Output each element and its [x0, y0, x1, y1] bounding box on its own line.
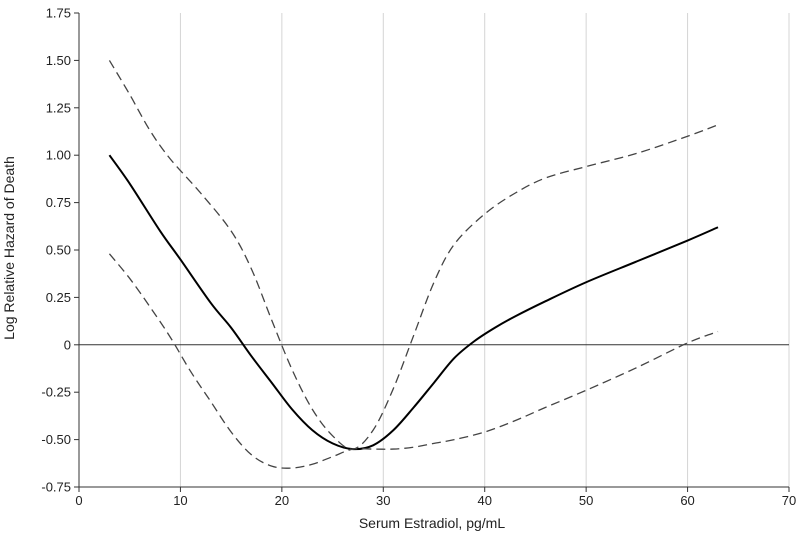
- x-axis-label: Serum Estradiol, pg/mL: [359, 515, 505, 531]
- x-tick-label: 30: [376, 493, 390, 508]
- y-tick-label: 1.00: [46, 148, 71, 163]
- y-tick-label: 1.25: [46, 100, 71, 115]
- vertical-gridlines: [179, 13, 790, 487]
- lower-confidence-line: [108, 253, 719, 469]
- y-tick-label: 1.50: [46, 53, 71, 68]
- x-tick-labels: 0 10 20 30 40 50 60 70: [75, 493, 796, 508]
- y-tick-label: 0: [64, 337, 71, 352]
- x-tick-label: 70: [782, 493, 796, 508]
- y-axis-label: Log Relative Hazard of Death: [1, 156, 17, 340]
- x-tick-label: 60: [680, 493, 694, 508]
- y-tick-label: 0.25: [46, 290, 71, 305]
- upper-confidence-line: [108, 60, 719, 450]
- series-layer: [108, 60, 719, 469]
- y-tick-labels: -0.75 -0.50 -0.25 0 0.25 0.50 0.75 1.00 1.25 1.50…: [41, 6, 71, 495]
- y-tick-label: -0.75: [41, 480, 71, 495]
- x-tick-label: 0: [75, 493, 82, 508]
- y-tick-label: 0.50: [46, 243, 71, 258]
- y-tick-label: 1.75: [46, 6, 71, 21]
- axes: [74, 12, 790, 492]
- x-tick-label: 50: [579, 493, 593, 508]
- x-tick-label: 10: [173, 493, 187, 508]
- y-tick-label: -0.25: [41, 385, 71, 400]
- x-tick-label: 20: [275, 493, 289, 508]
- y-tick-label: 0.75: [46, 195, 71, 210]
- y-tick-label: -0.50: [41, 432, 71, 447]
- x-tick-label: 40: [477, 493, 491, 508]
- estimate-line: [108, 154, 719, 451]
